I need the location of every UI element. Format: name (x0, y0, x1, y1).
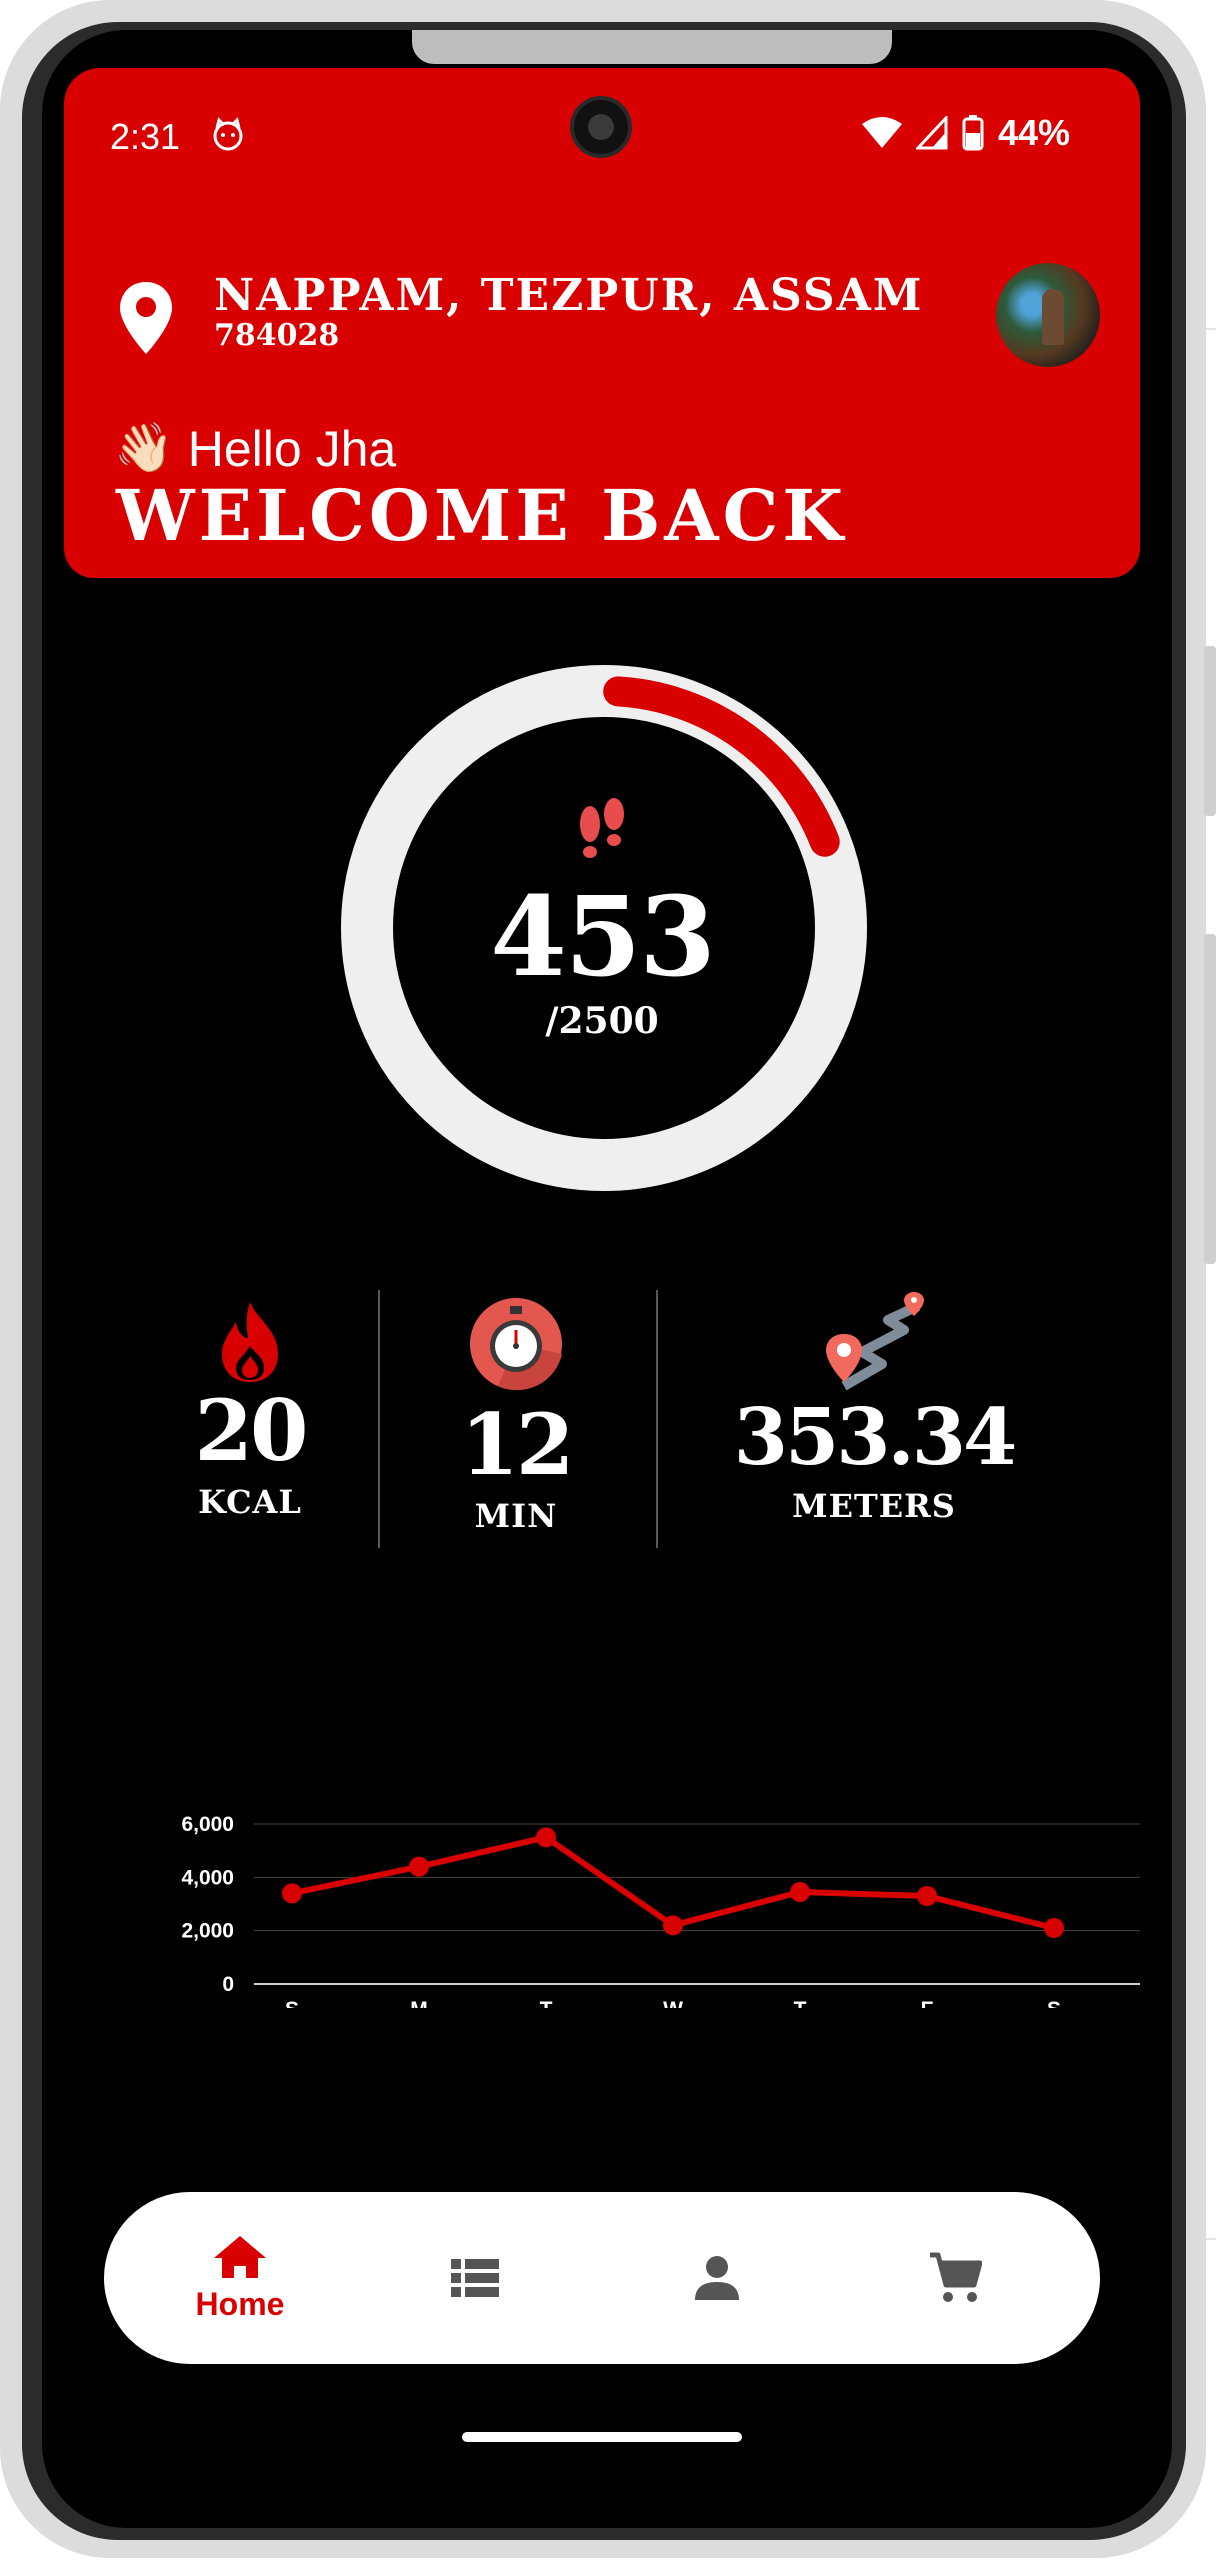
chart-xtick-label: W (663, 1998, 683, 2008)
battery-percent: 44% (997, 112, 1070, 153)
location-title[interactable]: NAPPAM, TEZPUR, ASSAM (214, 270, 924, 321)
greeting-text: Hello Jha (187, 421, 397, 477)
chart-xtick-label: S (285, 1998, 299, 2008)
person-icon (695, 2256, 739, 2300)
stat-value: 353.34 (733, 1392, 1018, 1483)
stat-unit: KCAL (198, 1483, 302, 1521)
chart-ytick-label: 6,000 (181, 1813, 234, 1836)
footsteps-icon (580, 798, 624, 858)
home-indicator (462, 2432, 742, 2442)
stat-value: 12 (460, 1395, 575, 1494)
location-pin-icon[interactable] (118, 280, 174, 356)
nav-profile[interactable] (637, 2192, 797, 2364)
status-icons: 44% (861, 112, 1070, 154)
stat-unit: MIN (474, 1497, 558, 1535)
signal-icon (915, 116, 948, 150)
cat-notification-icon (213, 117, 243, 151)
stat-unit: METERS (792, 1487, 956, 1525)
bottom-nav: Home (104, 2192, 1100, 2364)
header: 2:31 44% NAPPAM, TEZPUR (64, 68, 1140, 578)
flame-icon (222, 1302, 278, 1382)
power-button (1204, 934, 1216, 1264)
stat-distance: 353.34 METERS (724, 1290, 1024, 1525)
chart-ytick-label: 0 (222, 1973, 234, 1996)
waving-hand-icon: 👋🏻 (114, 422, 174, 475)
chart-point[interactable] (282, 1883, 302, 1904)
greeting-row: 👋🏻 Hello Jha (114, 420, 396, 478)
chart-point[interactable] (917, 1886, 937, 1906)
chart-point[interactable] (1044, 1918, 1064, 1938)
chart-xtick-label: T (794, 1998, 807, 2008)
stat-duration: 12 MIN (426, 1296, 606, 1535)
nav-list[interactable] (395, 2192, 555, 2364)
chart-xtick-label: T (540, 1998, 553, 2008)
stopwatch-icon (470, 1298, 562, 1391)
app-screen: 2:31 44% NAPPAM, TEZPUR (64, 68, 1140, 2470)
battery-icon (962, 115, 984, 151)
ring-progress (603, 676, 840, 857)
status-time: 2:31 (110, 116, 181, 157)
weekly-steps-chart: 0 2,000 4,000 6,000 S M T W T F S (181, 1813, 1140, 2008)
stat-value: 20 (194, 1381, 309, 1480)
steps-count: 453 (490, 872, 716, 1001)
chart-ytick-label: 4,000 (181, 1866, 234, 1889)
speaker (412, 30, 892, 64)
nav-home[interactable]: Home (160, 2192, 320, 2364)
list-icon (451, 2259, 499, 2297)
route-icon (826, 1292, 924, 1391)
front-camera (570, 96, 632, 158)
avatar-figure (1042, 289, 1064, 345)
chart-xtick-label: S (1047, 1998, 1061, 2008)
divider (378, 1290, 380, 1548)
steps-progress-ring (341, 665, 867, 1191)
chart-point[interactable] (536, 1827, 556, 1848)
steps-goal: /2500 (545, 1000, 659, 1042)
home-icon (214, 2235, 266, 2278)
volume-button (1204, 646, 1216, 816)
welcome-title: WELCOME BACK (116, 474, 848, 557)
chart-point[interactable] (790, 1882, 810, 1902)
avatar[interactable] (996, 263, 1100, 367)
stat-calories: 20 KCAL (160, 1300, 340, 1521)
chart-point[interactable] (663, 1915, 683, 1936)
nav-cart[interactable] (875, 2192, 1035, 2364)
wifi-icon (861, 117, 902, 148)
chart-xtick-label: F (921, 1998, 934, 2008)
divider (656, 1290, 658, 1548)
nav-home-label: Home (195, 2285, 285, 2322)
chart-point[interactable] (409, 1856, 429, 1877)
chart-series-line (291, 1834, 1055, 1931)
chart-xtick-label: M (410, 1998, 428, 2008)
chart-ytick-label: 2,000 (181, 1920, 234, 1943)
location-pincode: 784028 (214, 318, 340, 353)
cart-icon (930, 2252, 982, 2302)
